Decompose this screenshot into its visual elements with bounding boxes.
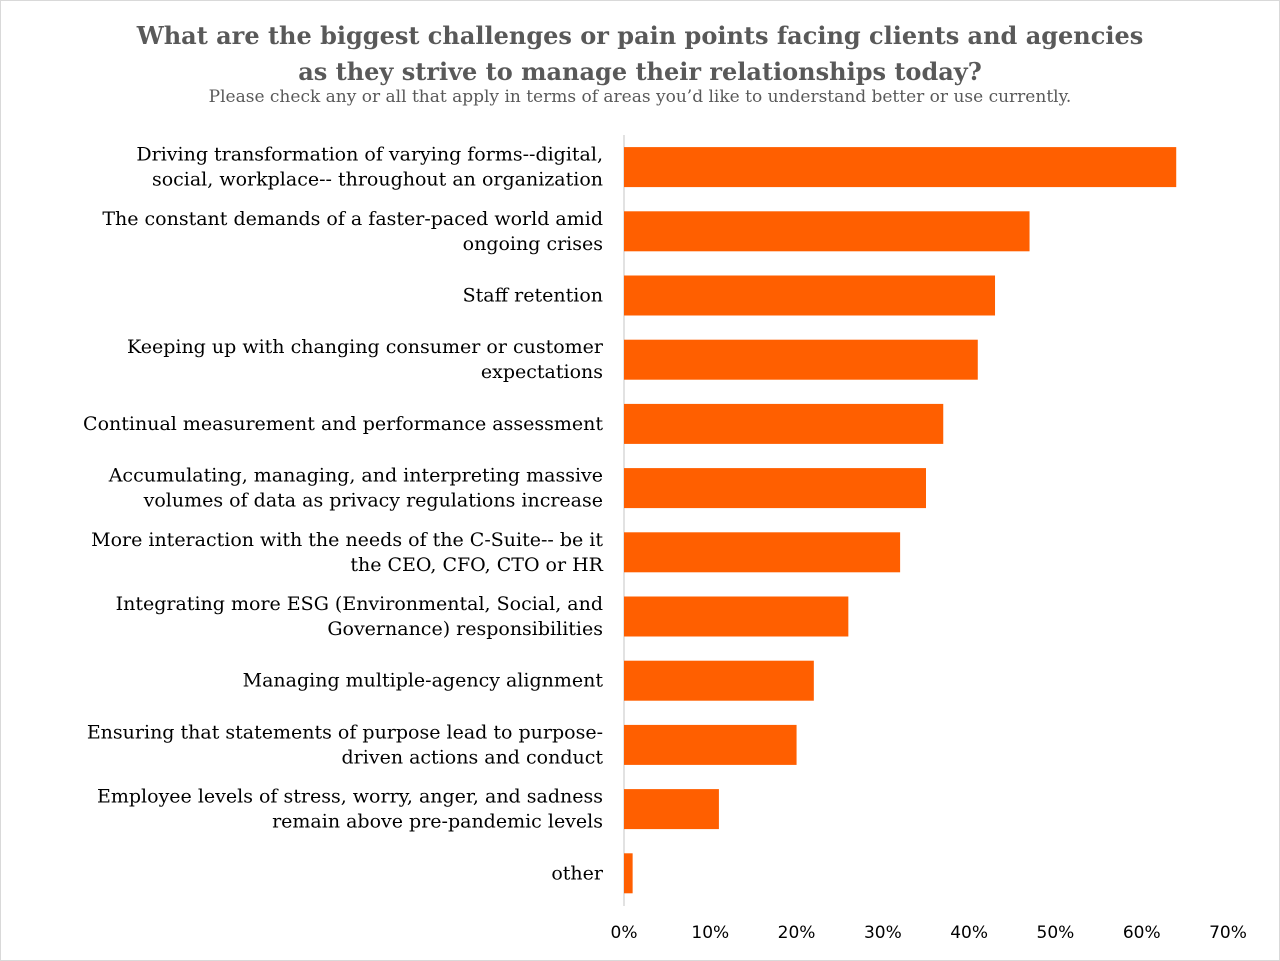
category-label: Staff retention (463, 285, 603, 307)
bar (624, 724, 797, 765)
bar (624, 275, 996, 316)
x-tick-label: 0% (611, 923, 638, 943)
category-label: The constant demands of a faster-paced w… (102, 208, 603, 255)
category-label: Integrating more ESG (Environmental, Soc… (116, 593, 603, 640)
bar (624, 147, 1177, 188)
category-label: More interaction with the needs of the C… (91, 529, 604, 576)
category-label: Driving transformation of varying forms-… (136, 144, 603, 191)
bar (624, 789, 719, 830)
category-label-line: driven actions and conduct (342, 746, 604, 768)
category-label: Managing multiple-agency alignment (243, 670, 604, 692)
category-label: other (551, 862, 604, 884)
category-label-line: expectations (481, 361, 603, 383)
category-label-line: Managing multiple-agency alignment (243, 670, 604, 692)
category-label: Ensuring that statements of purpose lead… (87, 721, 604, 768)
category-label-line: other (551, 862, 604, 884)
category-label-line: Ensuring that statements of purpose lead… (87, 721, 603, 743)
category-label-line: Employee levels of stress, worry, anger,… (97, 786, 603, 808)
category-label: Accumulating, managing, and interpreting… (108, 465, 603, 512)
x-tick-label: 50% (1037, 923, 1075, 943)
category-label-line: social, workplace-- throughout an organi… (152, 169, 603, 191)
bar (624, 339, 978, 380)
category-label-line: Driving transformation of varying forms-… (136, 144, 603, 166)
x-tick-label: 60% (1123, 923, 1161, 943)
category-label-line: ongoing crises (463, 233, 603, 255)
x-tick-label: 70% (1209, 923, 1247, 943)
category-label-line: Staff retention (463, 285, 603, 307)
category-label: Continual measurement and performance as… (83, 413, 603, 435)
category-label-line: Keeping up with changing consumer or cus… (127, 336, 604, 358)
category-label-line: Governance) responsibilities (327, 618, 603, 640)
category-label-line: The constant demands of a faster-paced w… (102, 208, 603, 230)
category-label: Keeping up with changing consumer or cus… (127, 336, 604, 383)
bar (624, 660, 814, 701)
category-label-line: volumes of data as privacy regulations i… (143, 490, 603, 512)
x-tick-label: 40% (950, 923, 988, 943)
category-label-line: the CEO, CFO, CTO or HR (350, 554, 603, 576)
chart-title-line-2: as they strive to manage their relations… (298, 57, 982, 86)
category-label: Employee levels of stress, worry, anger,… (97, 786, 603, 833)
bar (624, 403, 944, 444)
x-tick-label: 20% (778, 923, 816, 943)
category-label-line: Accumulating, managing, and interpreting… (108, 465, 603, 487)
bar (624, 211, 1030, 252)
bar (624, 532, 901, 573)
category-label-line: Continual measurement and performance as… (83, 413, 603, 435)
bar (624, 853, 633, 894)
chart-subtitle: Please check any or all that apply in te… (208, 87, 1072, 107)
bar (624, 596, 849, 637)
chart-title-line-1: What are the biggest challenges or pain … (136, 21, 1144, 50)
category-label-line: Integrating more ESG (Environmental, Soc… (116, 593, 603, 615)
category-label-line: remain above pre-pandemic levels (272, 811, 603, 833)
category-label-line: More interaction with the needs of the C… (91, 529, 603, 551)
x-tick-label: 10% (691, 923, 729, 943)
x-tick-label: 30% (864, 923, 902, 943)
bar (624, 468, 926, 509)
